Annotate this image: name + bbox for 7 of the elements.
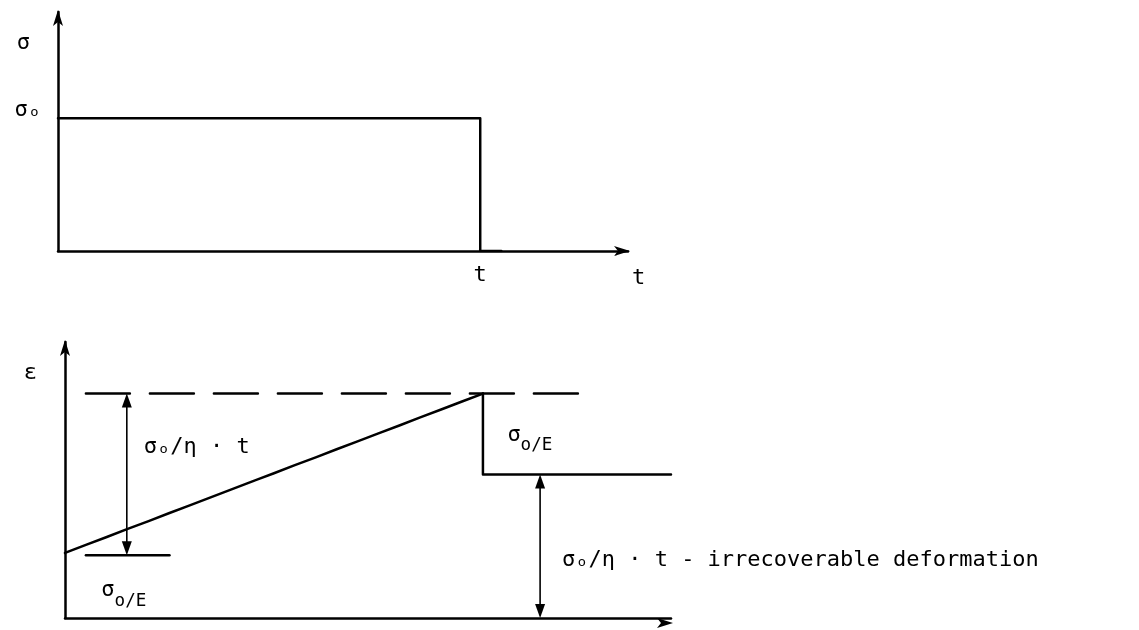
y-axis-title: σ [16, 28, 30, 54]
annotation: σₒ/η · t [143, 432, 250, 458]
y-axis-title: ε [23, 358, 37, 384]
text: σₒ [14, 96, 41, 122]
x-axis-title: t [632, 263, 646, 289]
text: t [473, 260, 487, 286]
annotation: σₒ/η · t - irrecoverable deformation [561, 545, 1039, 571]
